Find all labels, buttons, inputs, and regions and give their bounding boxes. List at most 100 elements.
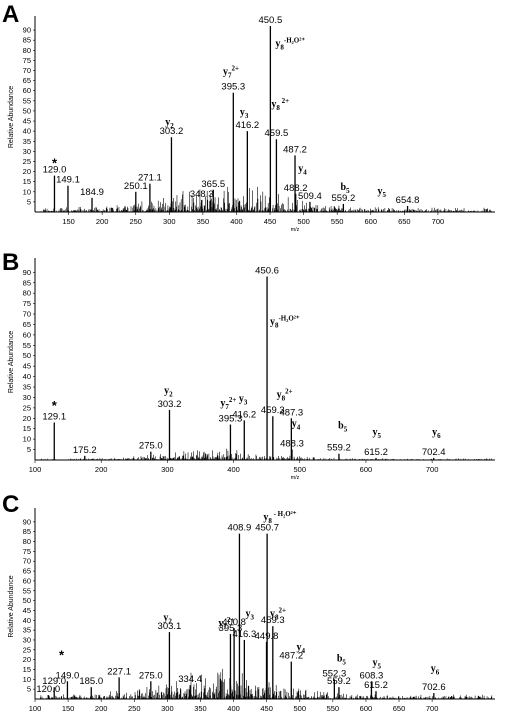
ion-label: y82+ — [270, 606, 286, 621]
peak-label: 459.3 — [261, 615, 285, 626]
ion-subscript: 8 — [276, 104, 280, 112]
ion-subscript: 5 — [378, 432, 382, 440]
ion-base: y — [271, 99, 276, 110]
y-tick-label: 25 — [23, 645, 31, 654]
y-tick-label: 10 — [23, 435, 31, 444]
x-tick-label: 400 — [227, 704, 240, 713]
peak-label: 654.8 — [396, 195, 420, 206]
x-tick-label: 400 — [230, 217, 243, 226]
ion-subscript: 4 — [297, 424, 301, 432]
ion-label: y2 — [164, 385, 173, 398]
y-tick-label: 55 — [23, 341, 31, 350]
peak-label: 303.2 — [160, 126, 184, 137]
x-tick-label: 400 — [227, 465, 240, 474]
y-tick-label: 65 — [23, 320, 31, 329]
x-tick-label: 650 — [393, 704, 406, 713]
x-tick-label: 450 — [264, 217, 277, 226]
x-tick-label: 450 — [260, 704, 273, 713]
ion-label: y2 — [163, 612, 172, 625]
ion-base: b — [341, 182, 347, 193]
x-tick-label: 700 — [432, 217, 445, 226]
star-marker: * — [52, 398, 58, 413]
x-tick-label: 650 — [398, 217, 411, 226]
peak-label: 408.9 — [228, 523, 252, 534]
peak-label: 487.3 — [279, 407, 303, 418]
y-tick-label: 55 — [23, 96, 31, 105]
peak-label: 559.2 — [331, 193, 355, 204]
y-tick-label: 65 — [23, 76, 31, 85]
ion-base: y — [373, 427, 378, 438]
x-tick-label: 300 — [161, 704, 174, 713]
ion-label: y5 — [373, 658, 382, 671]
y-tick-label: 45 — [23, 606, 31, 615]
peak-label: 184.9 — [80, 187, 104, 198]
peak-label: 552.3 — [322, 668, 346, 679]
y-tick-label: 50 — [23, 596, 31, 605]
peak-label: 250.1 — [124, 181, 148, 192]
peak-label: 615.2 — [364, 680, 388, 691]
ion-subscript: 3 — [250, 613, 254, 621]
ion-superscript: 2+ — [232, 65, 240, 73]
ion-label: b5 — [341, 182, 351, 195]
ion-base: y — [163, 612, 168, 623]
y-tick-label: 70 — [23, 557, 31, 566]
peak-label: 459.5 — [265, 128, 289, 139]
ion-superscript: - H₂O²⁺ — [272, 510, 297, 518]
y-tick-label: 30 — [23, 635, 31, 644]
x-tick-label: 200 — [96, 217, 109, 226]
peak-label: 416.3 — [232, 629, 256, 640]
y-tick-label: 35 — [23, 626, 31, 635]
ion-base: b — [338, 421, 344, 432]
ion-label: y6 — [432, 427, 441, 440]
panel-label: C — [2, 491, 19, 518]
ion-base: y — [223, 67, 228, 78]
y-axis-label: Relative Abundance — [8, 331, 15, 393]
y-tick-label: 90 — [23, 26, 31, 35]
y-tick-label: 20 — [23, 655, 31, 664]
ion-superscript: 2+ — [229, 396, 237, 404]
y-tick-label: 50 — [23, 351, 31, 360]
peak-label: 559.2 — [327, 443, 351, 454]
y-tick-label: 10 — [23, 675, 31, 684]
ion-base: b — [337, 654, 343, 665]
ion-label: y82+ — [277, 387, 293, 402]
y-axis-label: Relative Abundance — [8, 575, 15, 637]
ion-base: y — [218, 618, 223, 629]
y-tick-label: 45 — [23, 117, 31, 126]
ion-base: y — [270, 316, 275, 327]
peak-label: 271.1 — [138, 173, 162, 184]
y-tick-label: 85 — [23, 527, 31, 536]
y-tick-label: 15 — [23, 177, 31, 186]
ion-subscript: 4 — [303, 169, 307, 177]
panel-label: B — [2, 249, 19, 276]
y-tick-label: 80 — [23, 289, 31, 298]
y-tick-label: 85 — [23, 278, 31, 287]
ion-superscript: -H₂O²⁺ — [278, 314, 299, 322]
y-tick-label: 5 — [27, 685, 31, 694]
y-axis-label: Relative Abundance — [8, 86, 15, 148]
ion-subscript: 7 — [228, 72, 232, 80]
ion-label: y8-H₂O²⁺ — [270, 314, 300, 329]
peak-label: 400.8 — [222, 617, 246, 628]
peak-label: 365.5 — [201, 179, 225, 190]
peak-label: 129.1 — [42, 411, 66, 422]
ion-base: y — [373, 658, 378, 669]
peak-label: 334.4 — [178, 674, 202, 685]
peak-label: 450.6 — [255, 266, 279, 277]
ion-subscript: 5 — [346, 187, 350, 195]
x-tick-label: 600 — [365, 217, 378, 226]
x-tick-label: 150 — [62, 704, 75, 713]
peak-label: 450.5 — [258, 15, 282, 26]
ion-label: y4 — [292, 419, 301, 432]
ion-base: y — [296, 642, 301, 653]
ion-subscript: 8 — [268, 517, 272, 525]
ion-base: y — [245, 608, 250, 619]
ion-base: y — [270, 608, 275, 619]
y-tick-label: 75 — [23, 56, 31, 65]
x-tick-label: 300 — [161, 465, 174, 474]
x-tick-label: 100 — [29, 465, 42, 474]
y-tick-label: 90 — [23, 268, 31, 277]
peak-label: 487.2 — [283, 144, 307, 155]
peak-label: 416.2 — [232, 409, 256, 420]
